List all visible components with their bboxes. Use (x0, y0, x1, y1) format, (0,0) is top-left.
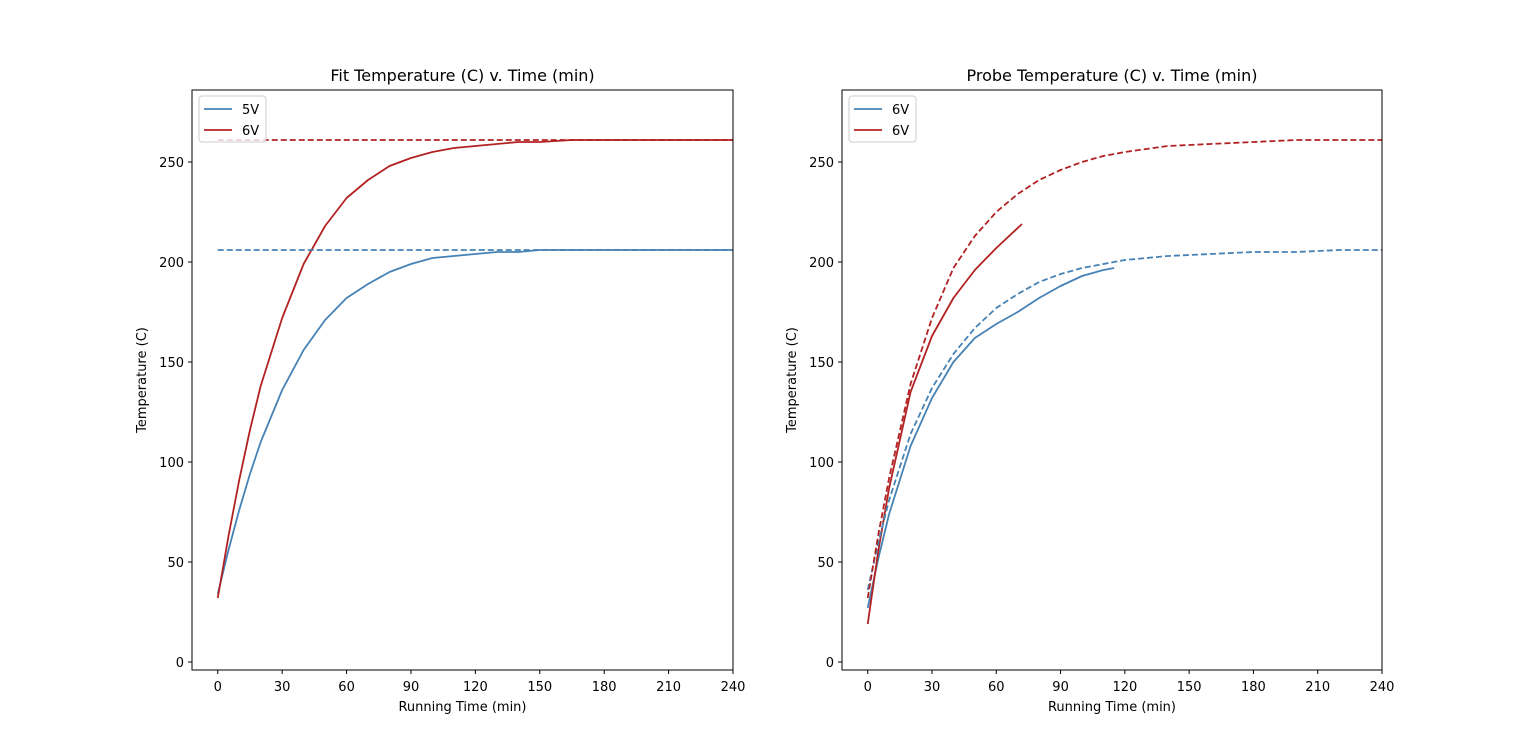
x-tick-label: 150 (1177, 680, 1202, 695)
y-axis-label: Temperature (C) (135, 327, 150, 434)
axes-frame (841, 89, 1383, 671)
x-tick-label: 210 (1305, 680, 1330, 695)
dashed-fit-line-2 (866, 249, 1382, 591)
y-tick-label: 100 (809, 456, 834, 471)
x-tick-label: 240 (1370, 680, 1395, 695)
plot-area (866, 139, 1382, 625)
y-tick-label: 0 (176, 656, 184, 671)
chart-fit-temperature: Fit Temperature (C) v. Time (min) 0 30 60 90… (135, 66, 745, 715)
x-axis-label: Running Time (min) (398, 700, 526, 715)
x-tick-label: 120 (1112, 680, 1137, 695)
plot-area (216, 139, 733, 599)
y-axis-label: Temperature (C) (785, 327, 800, 434)
x-tick-label: 90 (403, 680, 420, 695)
x-tick-label: 0 (214, 680, 222, 695)
y-tick-label: 250 (159, 156, 184, 171)
y-tick-label: 100 (159, 456, 184, 471)
chart-title: Probe Temperature (C) v. Time (min) (967, 66, 1258, 85)
y-tick-label: 200 (809, 256, 834, 271)
x-tick-label: 90 (1052, 680, 1069, 695)
y-tick-label: 50 (167, 556, 184, 571)
x-tick-label: 180 (592, 680, 617, 695)
legend-entry-label: 5V (242, 103, 259, 118)
y-tick-label: 250 (809, 156, 834, 171)
y-tick-label: 150 (809, 356, 834, 371)
chart-probe-temperature: Probe Temperature (C) v. Time (min) 0 30 60… (785, 66, 1394, 715)
x-tick-label: 0 (864, 680, 872, 695)
x-tick-label: 120 (463, 680, 488, 695)
y-tick-label: 0 (826, 656, 834, 671)
legend-entry-label: 6V (242, 124, 259, 139)
legend-entry-label: 6V (892, 124, 909, 139)
x-tick-label: 30 (274, 680, 291, 695)
y-tick-label: 200 (159, 256, 184, 271)
x-tick-label: 240 (721, 680, 746, 695)
x-tick-label: 30 (924, 680, 941, 695)
y-tick-label: 150 (159, 356, 184, 371)
x-axis-label: Running Time (min) (1048, 700, 1176, 715)
x-tick-label: 60 (338, 680, 355, 695)
legend-entry-label: 6V (892, 103, 909, 118)
dashed-fit-line-3 (866, 139, 1382, 599)
chart-title: Fit Temperature (C) v. Time (min) (330, 66, 594, 85)
x-tick-label: 60 (988, 680, 1005, 695)
x-tick-label: 150 (527, 680, 552, 695)
y-tick-label: 50 (817, 556, 834, 571)
series-line-1 (866, 223, 1023, 625)
series-line-0 (866, 267, 1115, 609)
axes-frame (191, 89, 734, 671)
x-tick-label: 210 (656, 680, 681, 695)
x-tick-label: 180 (1241, 680, 1266, 695)
